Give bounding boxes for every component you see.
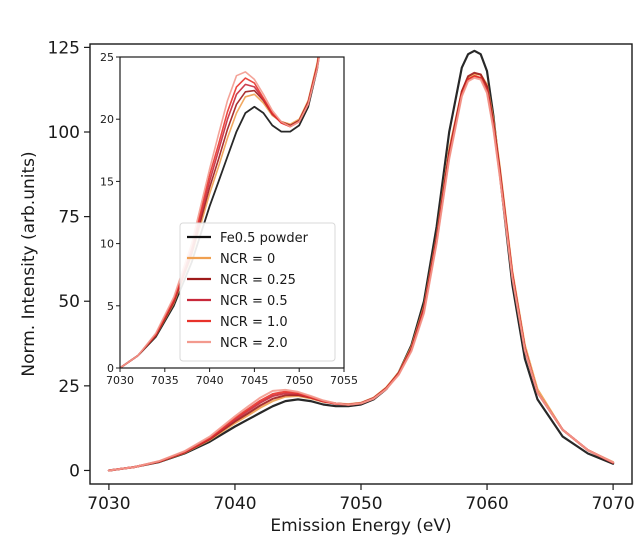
inset-x-tick-label: 7055 (330, 374, 358, 387)
legend-label-5: NCR = 2.0 (220, 336, 288, 351)
inset-y-tick-label: 5 (107, 300, 114, 313)
inset-x-tick-label: 7040 (196, 374, 224, 387)
x-tick-label: 7060 (465, 494, 508, 514)
legend-label-3: NCR = 0.5 (220, 294, 288, 309)
y-axis-label: Norm. Intensity (arb.units) (19, 151, 39, 376)
inset-plot-frame (119, 56, 345, 369)
inset-x-ticks: 7030 7035 7040 7045 7050 7055 (106, 368, 358, 387)
main-series-group (107, 49, 615, 472)
x-tick-label: 7040 (213, 494, 256, 514)
main-y-ticks: 0 25 50 75 100 125 (48, 38, 90, 481)
legend-box (179, 222, 336, 362)
x-axis-label: Emission Energy (eV) (270, 516, 451, 536)
legend-label-0: Fe0.5 powder (220, 231, 309, 246)
legend-label-2: NCR = 0.25 (220, 273, 296, 288)
inset-y-ticks: 0 5 10 15 20 25 (100, 51, 120, 375)
inset-y-tick-label: 20 (100, 113, 114, 126)
inset-y-tick-label: 15 (100, 175, 114, 188)
y-tick-label: 125 (48, 38, 80, 58)
main-x-ticks: 7030 7040 7050 7060 7070 (87, 484, 635, 514)
inset-y-tick-label: 10 (100, 238, 114, 251)
legend-items: Fe0.5 powder NCR = 0 NCR = 0.25 NCR = 0.5 NC… (187, 231, 309, 351)
legend-label-1: NCR = 0 (220, 252, 275, 267)
y-tick-label: 25 (58, 377, 80, 397)
y-tick-label: 75 (58, 208, 80, 228)
inset-x-tick-label: 7035 (151, 374, 179, 387)
inset-x-tick-label: 7050 (285, 374, 313, 387)
y-tick-label: 100 (48, 123, 80, 143)
inset-y-tick-label: 0 (107, 362, 114, 375)
x-tick-label: 7030 (87, 494, 130, 514)
x-tick-label: 7050 (339, 494, 382, 514)
y-tick-label: 0 (69, 461, 80, 481)
legend: Fe0.5 powder NCR = 0 NCR = 0.25 NCR = 0.5 NC… (179, 222, 336, 362)
series-line-5 (107, 76, 615, 472)
inset-x-tick-label: 7045 (240, 374, 268, 387)
y-tick-label: 50 (58, 292, 80, 312)
legend-label-4: NCR = 1.0 (220, 315, 288, 330)
inset-y-tick-label: 25 (100, 51, 114, 64)
x-tick-label: 7070 (591, 494, 634, 514)
inset-x-tick-label: 7030 (106, 374, 134, 387)
